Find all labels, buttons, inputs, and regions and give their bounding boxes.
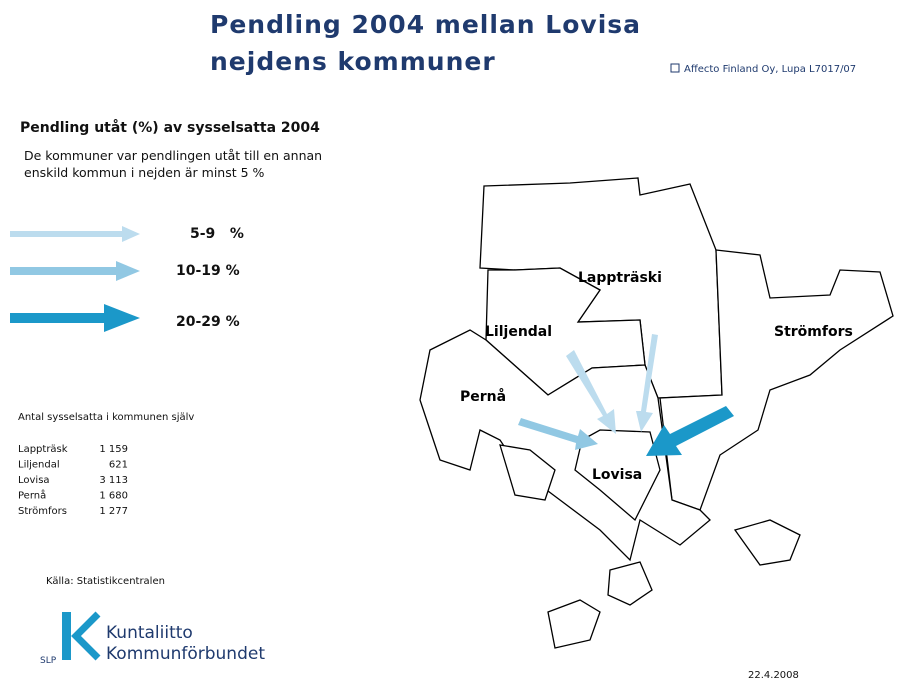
logo-text: Kuntaliitto (106, 623, 193, 643)
table-title: Antal sysselsatta i kommunen själv (18, 412, 194, 423)
legend-label: 10-19 % (176, 263, 240, 279)
municipality-label: Lappträski (578, 270, 662, 286)
table-value: 3 113 (99, 475, 128, 486)
table-value: 1 680 (99, 491, 128, 502)
legend-label: 5-9 % (190, 226, 244, 242)
table-value: 1 159 (99, 444, 128, 455)
logo-text: Kommunförbundet (106, 644, 265, 664)
table-value: 1 277 (99, 506, 128, 517)
table-name: Lappträsk (18, 444, 68, 455)
logo (62, 611, 101, 661)
copyright-icon (670, 63, 680, 73)
legend-label: 20-29 % (176, 314, 240, 330)
table-name: Lovisa (18, 475, 50, 486)
municipality-label: Pernå (460, 388, 506, 405)
employment-table: Lappträsk 1 159 Liljendal 621 Lovisa 3 113 Per… (18, 444, 128, 517)
description: De kommuner var pendlingen utåt till en … (24, 148, 322, 163)
table-value: 621 (109, 460, 128, 471)
copyright: Affecto Finland Oy, Lupa L7017/07 (684, 64, 856, 75)
table-name: Liljendal (18, 460, 60, 471)
logo-mark: SLP (40, 656, 57, 666)
municipality-label: Strömfors (774, 324, 853, 340)
source: Källa: Statistikcentralen (46, 576, 165, 587)
description: enskild kommun i nejden är minst 5 % (24, 165, 265, 180)
date: 22.4.2008 (748, 670, 799, 681)
legend-arrows (10, 226, 140, 332)
municipality-label: Liljendal (485, 324, 552, 340)
title-line: nejdens kommuner (210, 47, 496, 76)
table-name: Pernå (18, 489, 46, 502)
title-line: Pendling 2004 mellan Lovisa (210, 10, 641, 39)
municipality-label: Lovisa (592, 467, 642, 483)
flow-arrows (518, 334, 734, 456)
table-name: Strömfors (18, 506, 67, 517)
heading: Pendling utåt (%) av sysselsatta 2004 (20, 119, 320, 136)
map (419, 177, 894, 649)
